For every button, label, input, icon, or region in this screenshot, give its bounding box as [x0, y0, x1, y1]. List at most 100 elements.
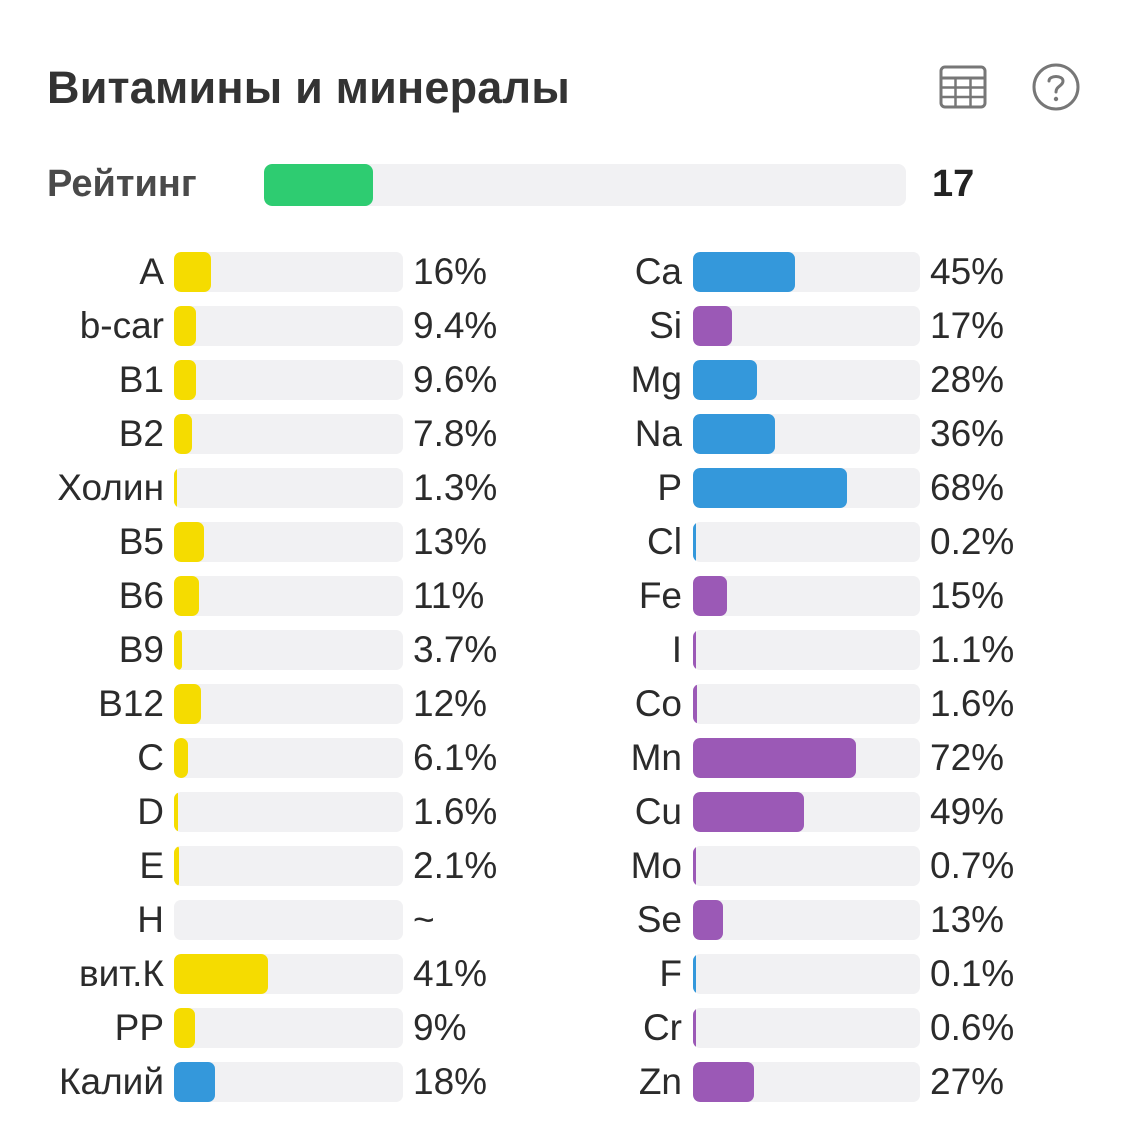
mineral-label: Cr [642, 1007, 682, 1048]
vitamin-label: H [137, 899, 164, 940]
mineral-value: 27% [930, 1061, 1005, 1102]
mineral-bar [693, 252, 920, 292]
vitamin-value: 11% [413, 575, 485, 616]
mineral-value: 0.6% [930, 1007, 1015, 1048]
mineral-bar-fill [693, 738, 857, 778]
mineral-value: 0.2% [930, 521, 1015, 562]
vitamin-value: 6.1% [413, 737, 498, 778]
mineral-label: Cu [634, 791, 682, 832]
vitamin-bar-fill [174, 846, 179, 886]
table-view-button[interactable] [938, 62, 988, 112]
vitamin-bar-fill [174, 522, 204, 562]
mineral-bar [693, 846, 920, 886]
mineral-value: 28% [930, 359, 1005, 400]
vitamin-label: E [139, 845, 164, 886]
mineral-row: Si 17% [560, 304, 1125, 358]
mineral-bar-fill [693, 954, 696, 994]
vitamin-bar [174, 1062, 403, 1102]
mineral-bar-fill [693, 306, 732, 346]
vitamin-row: вит.К 41% [0, 952, 560, 1006]
mineral-value: 68% [930, 467, 1005, 508]
mineral-row: Fe 15% [560, 574, 1125, 628]
rating-label: Рейтинг [47, 163, 197, 205]
vitamin-label: вит.К [78, 953, 164, 994]
rating-bar [264, 164, 906, 206]
vitamin-bar [174, 252, 403, 292]
mineral-bar-fill [693, 1062, 755, 1102]
mineral-bar-fill [693, 630, 696, 670]
vitamin-label: Холин [57, 467, 164, 508]
vitamin-bar-fill [174, 630, 183, 670]
vitamin-bar [174, 954, 403, 994]
mineral-bar [693, 954, 920, 994]
vitamin-label: B1 [118, 359, 164, 400]
mineral-label: Cl [647, 521, 682, 562]
mineral-bar-fill [693, 792, 805, 832]
vitamin-row: Холин 1.3% [0, 466, 560, 520]
mineral-label: Se [636, 899, 682, 940]
vitamin-bar [174, 630, 403, 670]
mineral-row: Mn 72% [560, 736, 1125, 790]
help-button[interactable] [1031, 62, 1081, 112]
mineral-row: Cr 0.6% [560, 1006, 1125, 1060]
mineral-row: I 1.1% [560, 628, 1125, 682]
mineral-label: Mo [630, 845, 682, 886]
vitamin-bar [174, 522, 403, 562]
vitamin-label: A [139, 251, 164, 292]
mineral-bar [693, 1062, 920, 1102]
vitamin-bar [174, 306, 403, 346]
mineral-label: P [657, 467, 682, 508]
mineral-value: 45% [930, 251, 1005, 292]
vitamin-row: H ~ [0, 898, 560, 952]
mineral-bar-fill [693, 684, 697, 724]
mineral-label: Zn [638, 1061, 682, 1102]
mineral-row: Mg 28% [560, 358, 1125, 412]
vitamin-value: 1.3% [413, 467, 498, 508]
mineral-value: 17% [930, 305, 1005, 346]
vitamin-label: b-car [79, 305, 164, 346]
vitamin-row: C 6.1% [0, 736, 560, 790]
vitamin-label: PP [114, 1007, 164, 1048]
vitamin-bar-fill [174, 1008, 195, 1048]
vitamin-value: 3.7% [413, 629, 498, 670]
mineral-bar [693, 1008, 920, 1048]
vitamin-label: Калий [58, 1061, 164, 1102]
table-grid-icon [939, 65, 987, 109]
mineral-bar [693, 576, 920, 616]
mineral-row: Se 13% [560, 898, 1125, 952]
vitamin-bar-fill [174, 792, 178, 832]
page-title: Витамины и минералы [47, 62, 570, 113]
vitamin-value: 2.1% [413, 845, 498, 886]
mineral-bar-fill [693, 360, 757, 400]
vitamin-value: 13% [413, 521, 488, 562]
vitamin-bar-fill [174, 414, 192, 454]
vitamin-row: E 2.1% [0, 844, 560, 898]
mineral-row: Cu 49% [560, 790, 1125, 844]
mineral-value: 72% [930, 737, 1005, 778]
vitamin-bar [174, 792, 403, 832]
vitamin-bar [174, 738, 403, 778]
mineral-bar-fill [693, 1008, 696, 1048]
vitamin-value: 18% [413, 1061, 488, 1102]
rating-bar-fill [264, 164, 374, 206]
mineral-bar-fill [693, 468, 848, 508]
vitamin-bar-fill [174, 954, 268, 994]
vitamin-value: 1.6% [413, 791, 498, 832]
vitamin-label: C [137, 737, 164, 778]
mineral-bar [693, 684, 920, 724]
mineral-bar-fill [693, 522, 696, 562]
mineral-row: Cl 0.2% [560, 520, 1125, 574]
mineral-label: Na [634, 413, 682, 454]
mineral-bar [693, 468, 920, 508]
vitamin-label: B12 [98, 683, 164, 724]
mineral-label: Si [649, 305, 682, 346]
mineral-bar [693, 738, 920, 778]
mineral-bar-fill [693, 846, 696, 886]
vitamin-bar [174, 414, 403, 454]
vitamins-list: A 16% b-car 9.4% B1 9.6% B2 7.8% Холин 1.3% B5 13% B… [0, 250, 560, 1114]
mineral-bar [693, 360, 920, 400]
mineral-row: P 68% [560, 466, 1125, 520]
vitamin-bar [174, 576, 403, 616]
vitamin-bar-fill [174, 306, 196, 346]
vitamin-row: B2 7.8% [0, 412, 560, 466]
